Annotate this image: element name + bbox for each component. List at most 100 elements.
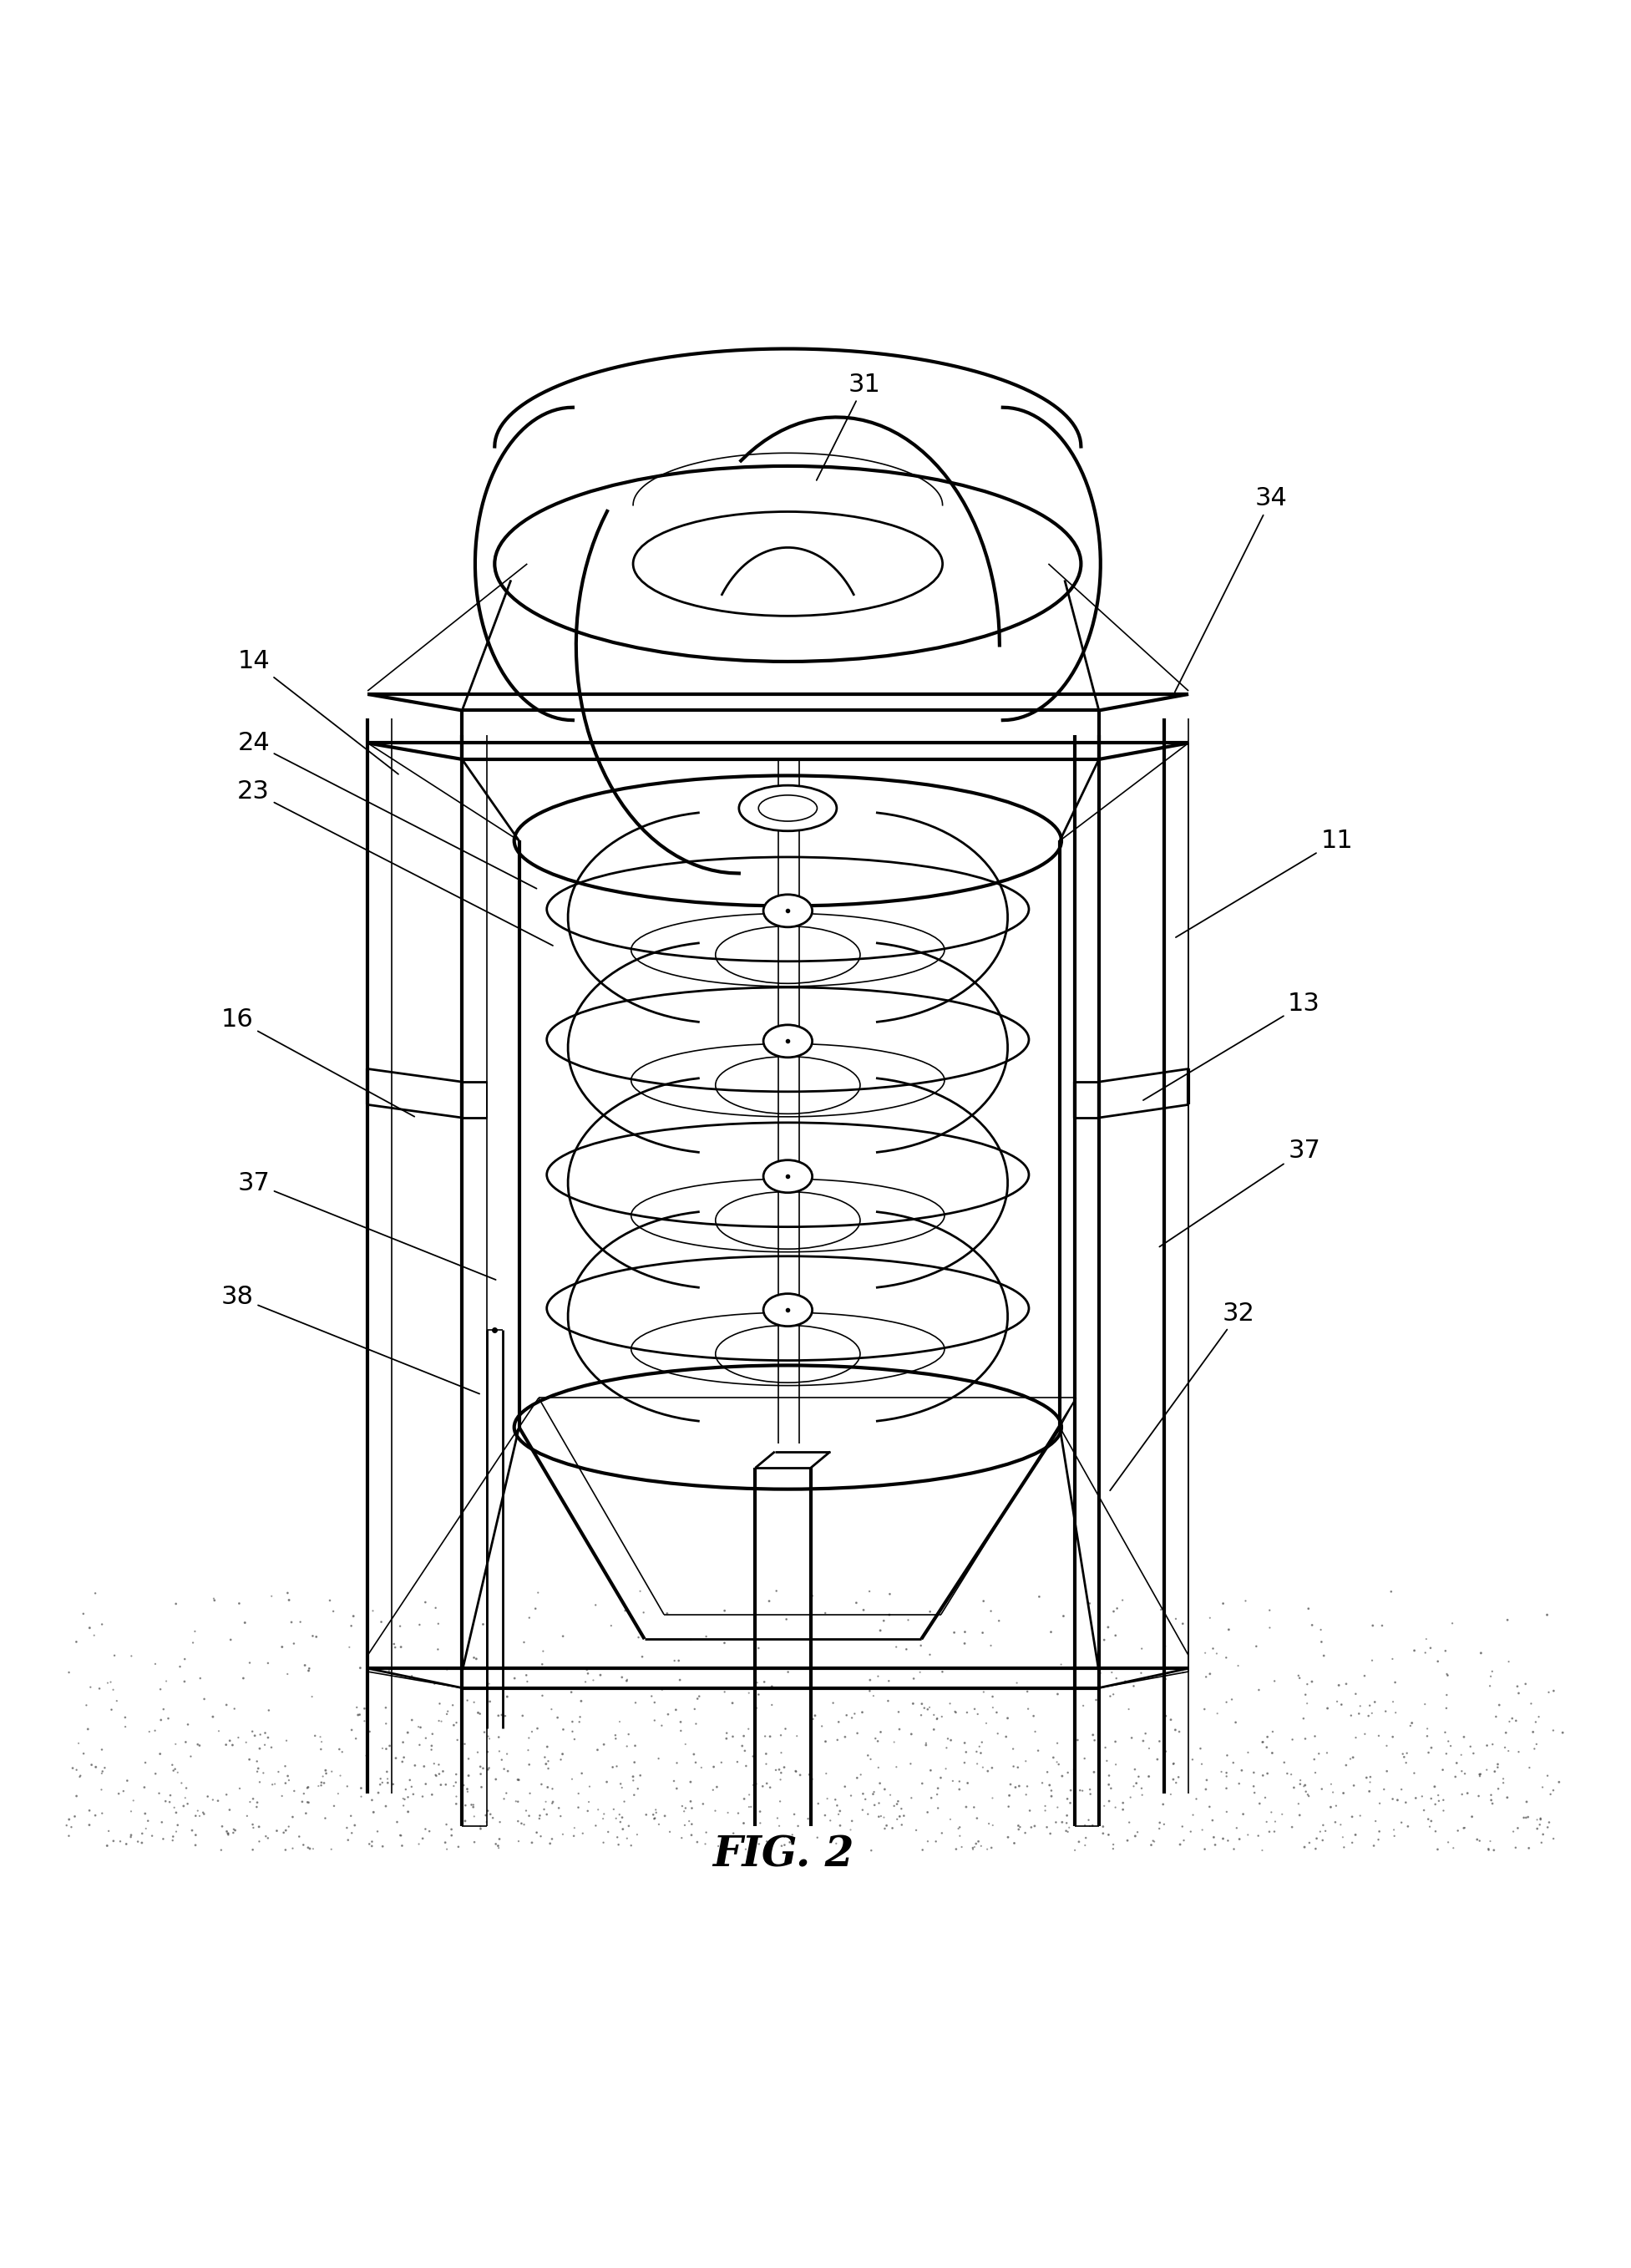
- Point: [388, 1817, 414, 1853]
- Point: [731, 1717, 757, 1753]
- Point: [373, 1730, 400, 1767]
- Point: [421, 1746, 447, 1783]
- Point: [1101, 1594, 1127, 1631]
- Point: [590, 1801, 617, 1837]
- Point: [153, 1662, 179, 1699]
- Point: [1029, 1765, 1055, 1801]
- Point: [1166, 1715, 1192, 1751]
- Point: [1478, 1783, 1504, 1819]
- Point: [506, 1803, 532, 1839]
- Point: [295, 1830, 321, 1867]
- Point: [1062, 1751, 1088, 1787]
- Point: [1006, 1812, 1032, 1848]
- Ellipse shape: [763, 1025, 812, 1057]
- Point: [419, 1717, 445, 1753]
- Point: [215, 1817, 241, 1853]
- Point: [465, 1694, 491, 1730]
- Point: [1192, 1635, 1218, 1672]
- Point: [566, 1789, 592, 1826]
- Point: [444, 1721, 470, 1758]
- Point: [860, 1776, 886, 1812]
- Point: [649, 1708, 675, 1744]
- Point: [137, 1715, 163, 1751]
- Point: [1540, 1771, 1566, 1808]
- Point: [422, 1590, 449, 1626]
- Point: [88, 1771, 114, 1808]
- Point: [387, 1817, 413, 1853]
- Point: [1468, 1635, 1494, 1672]
- Point: [347, 1769, 373, 1805]
- Point: [664, 1744, 690, 1780]
- Point: [215, 1814, 241, 1851]
- Point: [876, 1662, 902, 1699]
- Point: [1448, 1737, 1474, 1774]
- Point: [387, 1608, 413, 1644]
- Point: [961, 1830, 987, 1867]
- Point: [419, 1728, 445, 1765]
- Point: [1013, 1814, 1039, 1851]
- Point: [1210, 1585, 1236, 1622]
- Point: [1062, 1597, 1088, 1633]
- Point: [1287, 1796, 1313, 1833]
- Point: [773, 1601, 799, 1637]
- Point: [1055, 1755, 1081, 1792]
- Point: [199, 1783, 225, 1819]
- Point: [55, 1801, 82, 1837]
- Point: [858, 1742, 884, 1778]
- Point: [739, 1830, 765, 1867]
- Point: [427, 1767, 453, 1803]
- Point: [1468, 1755, 1494, 1792]
- Point: [1452, 1755, 1478, 1792]
- Point: [1096, 1767, 1122, 1803]
- Point: [295, 1653, 321, 1690]
- Point: [241, 1717, 267, 1753]
- Point: [1328, 1808, 1354, 1844]
- Point: [535, 1769, 561, 1805]
- Point: [824, 1826, 850, 1862]
- Point: [356, 1826, 382, 1862]
- Point: [82, 1617, 108, 1653]
- Point: [1442, 1758, 1468, 1794]
- Point: [62, 1799, 88, 1835]
- Point: [964, 1733, 990, 1769]
- Point: [1249, 1724, 1275, 1760]
- Point: [473, 1803, 499, 1839]
- Point: [806, 1785, 832, 1821]
- Point: [1054, 1812, 1080, 1848]
- Point: [160, 1746, 186, 1783]
- Point: [1021, 1699, 1047, 1735]
- Point: [1037, 1767, 1063, 1803]
- Point: [832, 1769, 858, 1805]
- Point: [1213, 1771, 1240, 1808]
- Point: [1094, 1742, 1120, 1778]
- Point: [758, 1687, 785, 1724]
- Point: [1116, 1692, 1142, 1728]
- Point: [1067, 1823, 1093, 1860]
- Point: [740, 1737, 767, 1774]
- Point: [1215, 1823, 1241, 1860]
- Point: [667, 1662, 693, 1699]
- Point: [752, 1719, 778, 1755]
- Point: [435, 1694, 462, 1730]
- Point: [678, 1789, 705, 1826]
- Point: [842, 1696, 868, 1733]
- Point: [1014, 1690, 1041, 1726]
- Point: [114, 1762, 140, 1799]
- Point: [209, 1808, 235, 1844]
- Point: [603, 1819, 630, 1855]
- Point: [1192, 1658, 1218, 1694]
- Point: [1150, 1787, 1176, 1823]
- Point: [1538, 1776, 1564, 1812]
- Point: [729, 1728, 755, 1765]
- Point: [677, 1783, 703, 1819]
- Point: [1341, 1740, 1367, 1776]
- Point: [1090, 1808, 1116, 1844]
- Point: [1215, 1613, 1241, 1649]
- Point: [494, 1753, 520, 1789]
- Point: [1416, 1735, 1442, 1771]
- Point: [1492, 1715, 1518, 1751]
- Point: [471, 1715, 497, 1751]
- Point: [744, 1690, 770, 1726]
- Point: [1478, 1823, 1504, 1860]
- Point: [1501, 1814, 1527, 1851]
